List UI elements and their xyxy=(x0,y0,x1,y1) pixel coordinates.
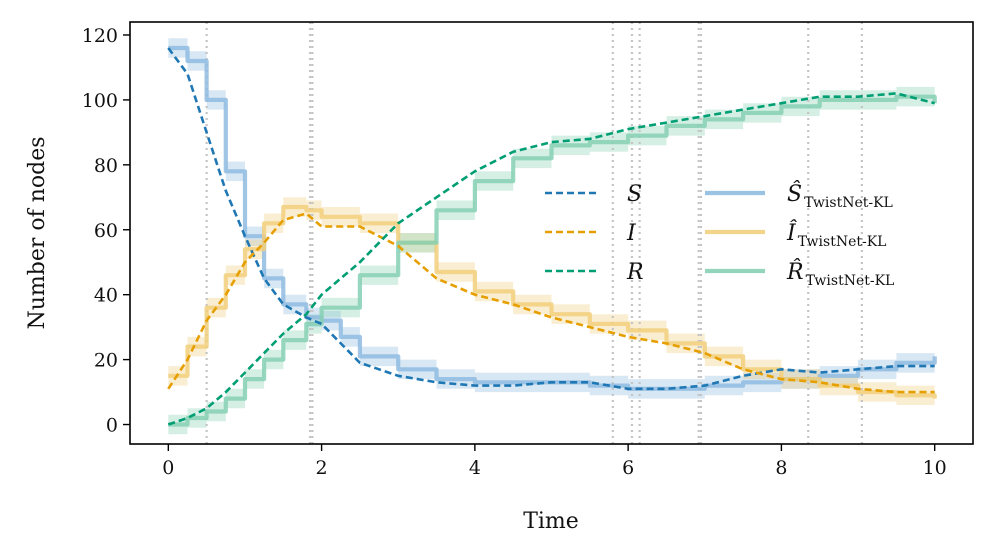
observed-lines-layer xyxy=(167,47,936,426)
y-tick-label: 80 xyxy=(94,155,118,177)
y-tick-label: 20 xyxy=(94,350,118,372)
x-tick-label: 6 xyxy=(622,457,634,479)
y-tick-label: 40 xyxy=(94,285,118,307)
legend-symbol: Î xyxy=(786,219,797,246)
legend-symbol: R̂ xyxy=(786,259,804,285)
event-lines-layer xyxy=(205,22,863,444)
x-axis-ticks: 0 2 4 6 8 10 xyxy=(162,444,947,479)
y-tick-label: 120 xyxy=(82,25,118,47)
legend-symbol: Ŝ xyxy=(787,180,802,207)
r-line xyxy=(167,92,936,426)
y-axis-ticks: 0 20 40 60 80 100 120 xyxy=(82,25,130,437)
y-tick-label: 60 xyxy=(94,220,118,242)
s-hat-twistnet-kl-band xyxy=(168,38,935,399)
y-tick-label: 0 xyxy=(106,415,118,437)
s-line xyxy=(167,47,935,391)
x-tick-label: 2 xyxy=(316,457,328,479)
x-tick-label: 0 xyxy=(162,457,174,479)
i-line xyxy=(167,212,935,394)
s-hat-twistnet-kl-legend-label: Ŝ TwistNet-KL xyxy=(787,180,893,211)
i-legend-label: I xyxy=(626,221,637,246)
i-hat-twistnet-kl-legend-label: Î TwistNet-KL xyxy=(786,219,886,250)
y-axis-label: Number of nodes xyxy=(25,136,50,329)
r-hat-twistnet-kl-line xyxy=(168,94,937,427)
r-hat-twistnet-kl-legend-label: R̂ TwistNet-KL xyxy=(786,259,894,289)
x-tick-label: 8 xyxy=(775,457,787,479)
x-tick-label: 10 xyxy=(923,457,947,479)
r-legend-label: R xyxy=(626,260,644,285)
legend-subscript: TwistNet-KL xyxy=(804,195,893,211)
legend-subscript: TwistNet-KL xyxy=(798,234,887,250)
legend-subscript: TwistNet-KL xyxy=(806,273,895,289)
s-legend-label: S xyxy=(627,182,642,207)
y-tick-label: 100 xyxy=(82,90,118,112)
x-axis-label: Time xyxy=(523,509,579,534)
plot-frame xyxy=(129,21,974,445)
x-tick-label: 4 xyxy=(469,457,481,479)
